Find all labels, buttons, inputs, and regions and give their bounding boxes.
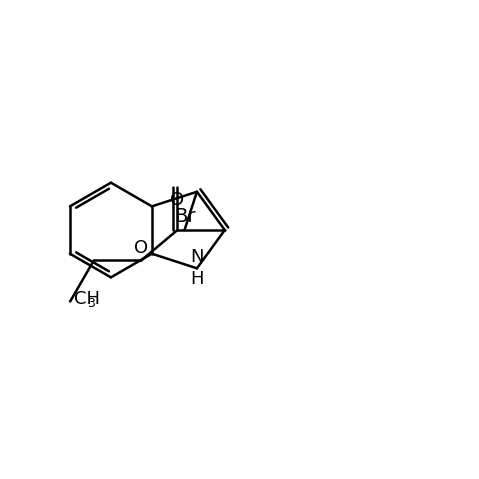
Text: N: N <box>190 249 204 266</box>
Text: Br: Br <box>174 207 195 226</box>
Text: H: H <box>190 270 204 288</box>
Text: O: O <box>134 239 148 257</box>
Text: O: O <box>171 191 184 209</box>
Text: 3: 3 <box>87 297 95 310</box>
Text: CH: CH <box>74 290 100 308</box>
